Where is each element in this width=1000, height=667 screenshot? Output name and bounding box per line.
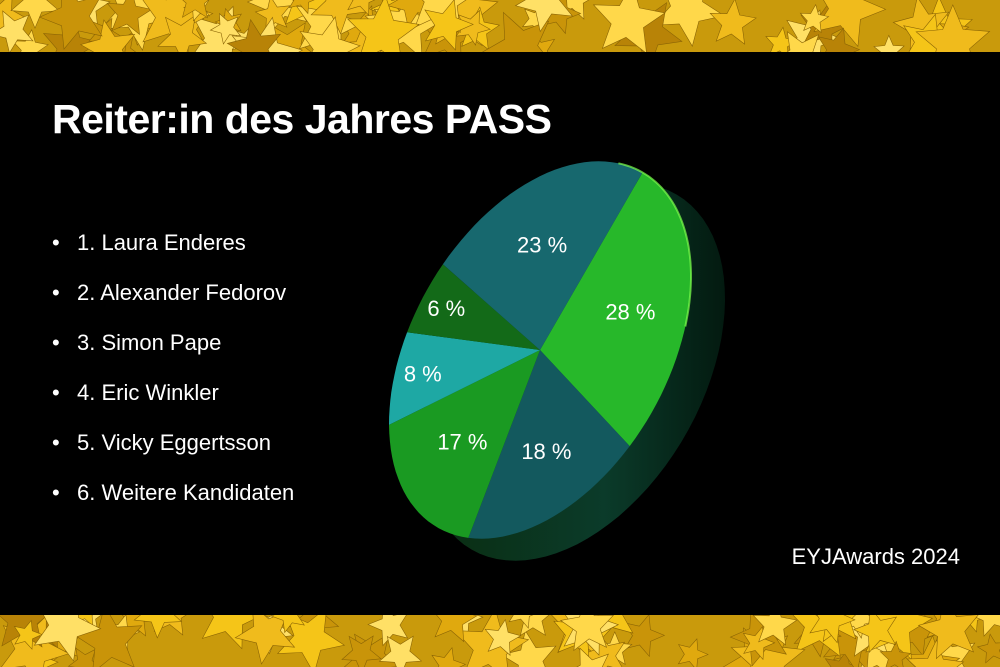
pie-data-label-1: 28 % (605, 300, 655, 325)
pie-data-label-5: 6 % (427, 296, 465, 321)
pie-data-label-6: 23 % (517, 233, 567, 258)
list-item-label: 4. Eric Winkler (77, 380, 219, 405)
bullet-icon: • (52, 380, 60, 405)
list-item-label: 6. Weitere Kandidaten (77, 480, 295, 505)
star-icon (809, 615, 856, 644)
star-icon (209, 12, 242, 45)
star-icon (500, 629, 557, 667)
star-icon (13, 619, 43, 650)
star-icon (592, 0, 666, 52)
pie-data-label-2: 18 % (521, 439, 571, 464)
list-item: • 1. Laura Enderes (52, 226, 294, 276)
list-item: • 3. Simon Pape (52, 326, 294, 376)
star-icon (752, 615, 798, 646)
star-icon (813, 0, 887, 48)
list-item: • 5. Vicky Eggertsson (52, 426, 294, 476)
pie-slice-4 (389, 332, 540, 425)
pie-slices (389, 161, 692, 539)
star-icon (677, 638, 709, 667)
pie-slice-3 (389, 350, 540, 538)
footer-label: EYJAwards 2024 (791, 544, 960, 569)
list-item-label: 2. Alexander Fedorov (77, 280, 287, 305)
list-item-label: 1. Laura Enderes (77, 230, 246, 255)
star-icon (917, 615, 979, 660)
star-icon (157, 14, 208, 52)
bullet-icon: • (52, 280, 60, 305)
star-icon (514, 0, 574, 33)
star-icon (508, 615, 534, 629)
star-icon (970, 615, 1000, 637)
star-icon (182, 0, 210, 19)
stars-banner-top (0, 0, 1000, 52)
stars-decoration-bottom (0, 615, 1000, 667)
star-icon (347, 0, 376, 16)
star-icon (623, 615, 666, 658)
star-icon (915, 4, 991, 52)
star-icon (73, 615, 143, 667)
stars-banner-bottom (0, 615, 1000, 667)
star-icon (201, 615, 264, 650)
star-icon (299, 16, 361, 52)
page-title: Reiter:in des Jahres PASS (52, 96, 552, 142)
star-icon (786, 31, 820, 52)
star-icon (270, 615, 305, 634)
bullet-icon: • (52, 330, 60, 355)
bullet-icon: • (52, 230, 60, 255)
pie-slice-6 (442, 161, 643, 350)
bullet-icon: • (52, 480, 60, 505)
star-icon (367, 615, 409, 647)
star-icon (346, 0, 420, 52)
star-icon (10, 0, 60, 29)
list-item-label: 5. Vicky Eggertsson (77, 430, 272, 455)
star-icon (434, 615, 478, 643)
pie-data-label-3: 17 % (437, 430, 487, 455)
star-icon (484, 618, 522, 657)
star-icon (288, 0, 315, 15)
star-icon (106, 0, 153, 36)
star-icon (765, 26, 798, 52)
star-icon (454, 615, 530, 667)
list-item: • 4. Eric Winkler (52, 376, 294, 426)
star-icon (559, 615, 615, 652)
pie-labels: 28 % 18 % 17 % 8 % 6 % 23 % (404, 233, 656, 464)
star-icon (0, 10, 34, 52)
star-icon (481, 11, 550, 52)
list-item: • 2. Alexander Fedorov (52, 276, 294, 326)
stars-decoration-top (0, 0, 991, 52)
bullet-icon: • (52, 430, 60, 455)
pie-slice-2 (468, 350, 630, 539)
star-icon (879, 640, 912, 667)
pie-rim-highlight (618, 162, 692, 327)
list-item: • 6. Weitere Kandidaten (52, 476, 294, 526)
star-icon (378, 635, 423, 667)
star-icon (424, 0, 474, 51)
star-icon (79, 19, 136, 52)
star-icon (799, 3, 830, 34)
star-icon (873, 34, 905, 52)
pie-slice-1 (540, 172, 691, 447)
star-icon (817, 27, 861, 52)
star-icon (976, 633, 1000, 664)
star-icon (254, 0, 291, 32)
list-item-label: 3. Simon Pape (77, 330, 222, 355)
pie-data-label-4: 8 % (404, 362, 442, 387)
star-icon (38, 0, 103, 50)
star-icon (33, 615, 102, 662)
pie-slice-5 (407, 264, 540, 350)
star-icon (133, 615, 183, 639)
star-icon (341, 635, 382, 667)
candidate-list: • 1. Laura Enderes • 2. Alexander Fedorov … (52, 226, 294, 526)
star-icon (226, 18, 282, 52)
star-icon (276, 615, 346, 667)
star-icon (576, 647, 609, 667)
star-icon (431, 646, 467, 667)
star-icon (709, 0, 757, 45)
star-icon (853, 615, 898, 654)
